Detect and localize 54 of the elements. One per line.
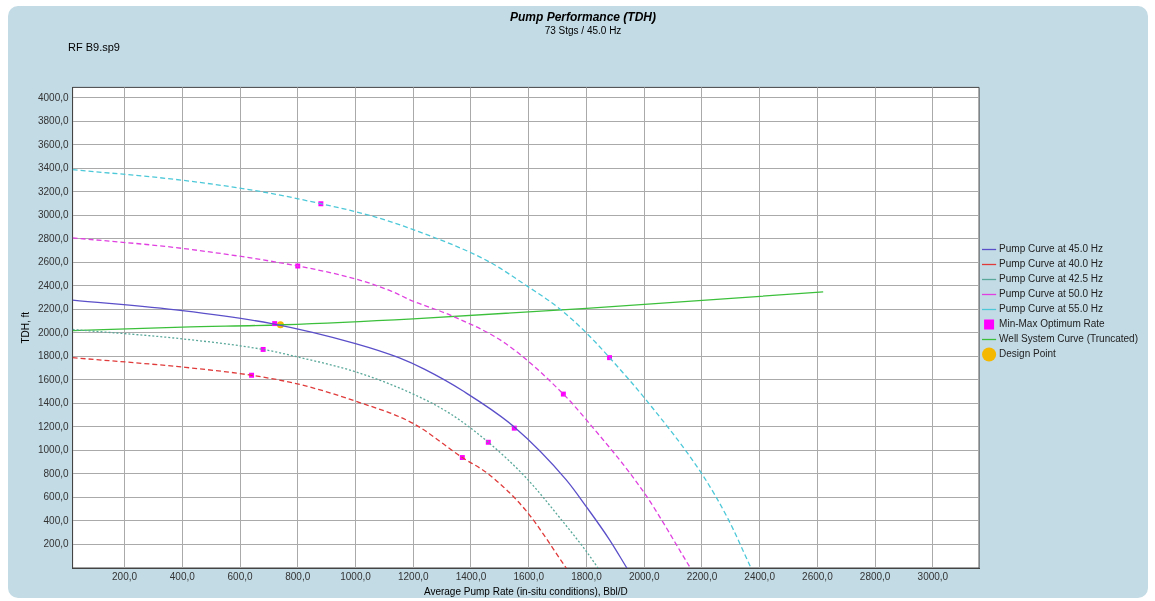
text: RF B9.sp9 <box>68 40 120 53</box>
legend-label: Pump Curve at 45.0 Hz <box>999 243 1104 255</box>
legend-label: Pump Curve at 40.0 Hz <box>999 258 1104 270</box>
legend-label: Min-Max Optimum Rate <box>999 318 1106 330</box>
x-tick-label: 400,0 <box>169 570 196 582</box>
y-tick-label: 2000,0 <box>37 326 70 338</box>
x-tick-label: 800,0 <box>285 570 311 582</box>
y-tick-label: 3800,0 <box>37 115 70 127</box>
x-tick-label: 2800,0 <box>859 570 891 582</box>
y-tick-label: 3200,0 <box>37 185 70 197</box>
y-tick-label: 3600,0 <box>37 138 70 150</box>
x-tick-label: 2000,0 <box>628 570 660 582</box>
chart-subtitle: 73 Stgs / 45.0 Hz <box>544 25 622 37</box>
legend-label: Well System Curve (Truncated) <box>999 333 1139 345</box>
y-tick-label: 3000,0 <box>37 209 70 221</box>
line-series <box>72 299 628 568</box>
y-tick-label: 1600,0 <box>37 373 70 385</box>
x-tick-label: 3000,0 <box>917 570 949 582</box>
x-tick-label: 2400,0 <box>744 570 776 582</box>
x-tick-label: 1800,0 <box>571 570 603 582</box>
x-tick-label: 2200,0 <box>686 570 718 582</box>
line-series <box>72 237 692 568</box>
line-series <box>72 328 599 568</box>
y-tick-label: 1200,0 <box>37 420 70 432</box>
y-tick-label: 800,0 <box>43 467 70 479</box>
legend-label: Pump Curve at 42.5 Hz <box>999 273 1104 285</box>
x-tick-label: 1400,0 <box>455 570 487 582</box>
y-tick-label: 400,0 <box>43 514 70 526</box>
x-tick-label: 600,0 <box>227 570 253 582</box>
y-tick-label: 1400,0 <box>37 397 70 409</box>
line-series <box>72 357 567 568</box>
y-tick-label: 2200,0 <box>37 303 70 315</box>
legend-label: Pump Curve at 50.0 Hz <box>999 288 1104 300</box>
legend-label: Design Point <box>999 348 1056 360</box>
y-tick-label: 2400,0 <box>37 279 70 291</box>
y-tick-label: 4000,0 <box>37 91 70 103</box>
y-tick-label: 3400,0 <box>37 162 70 174</box>
y-tick-label: 2800,0 <box>37 232 70 244</box>
y-tick-label: 200,0 <box>43 538 70 550</box>
y-tick-label: 600,0 <box>43 491 70 503</box>
x-tick-label: 1000,0 <box>340 570 372 582</box>
y-tick-label: 1800,0 <box>37 350 70 362</box>
x-tick-label: 1200,0 <box>397 570 429 582</box>
y-tick-label: 2600,0 <box>37 256 70 268</box>
x-tick-label: 200,0 <box>112 570 138 582</box>
x-tick-label: 1600,0 <box>513 570 545 582</box>
x-tick-label: 2600,0 <box>802 570 834 582</box>
line-series <box>72 169 752 568</box>
legend-label: Pump Curve at 55.0 Hz <box>999 303 1104 315</box>
y-tick-label: 1000,0 <box>37 444 70 456</box>
x-axis-title: Average Pump Rate (in-situ conditions), Bbl/D <box>423 585 628 597</box>
chart-title: Pump Performance (TDH) <box>509 9 657 24</box>
line-series <box>72 291 824 332</box>
y-axis-title: TDH, ft <box>19 311 31 344</box>
